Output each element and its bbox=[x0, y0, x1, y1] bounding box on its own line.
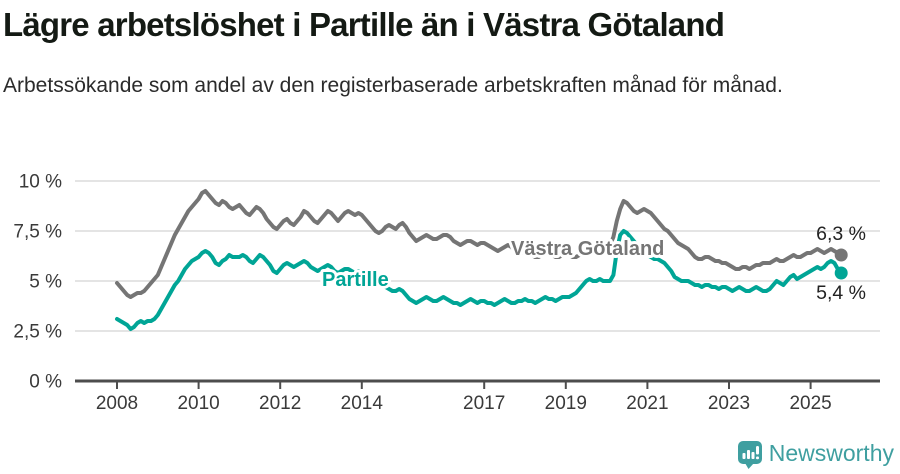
newsworthy-logo: Newsworthy bbox=[737, 440, 894, 470]
series-end-dot-0 bbox=[834, 248, 848, 262]
x-axis-tick-label: 2019 bbox=[545, 393, 587, 414]
x-axis-tick-label: 2025 bbox=[789, 393, 831, 414]
chart-figure: 10 % 7,5 % 5 % 2,5 % 0 % 2008 2010 2012 2014 2017… bbox=[0, 160, 900, 422]
brand-name: Newsworthy bbox=[768, 440, 894, 466]
y-axis-tick-label: 7,5 % bbox=[13, 222, 62, 243]
y-axis-tick-label: 5 % bbox=[29, 272, 62, 293]
series-name-label-1: Partille bbox=[322, 269, 389, 291]
x-axis-tick-label: 2017 bbox=[463, 393, 505, 414]
x-axis-tick-label: 2014 bbox=[341, 393, 384, 414]
y-axis-tick-label: 10 % bbox=[19, 172, 62, 193]
series-name-label-0: Västra Götaland bbox=[511, 238, 664, 260]
newsworthy-chart-bubble-icon bbox=[737, 441, 762, 469]
x-axis-tick-label: 2012 bbox=[259, 393, 301, 414]
unemployment-line-chart: 10 % 7,5 % 5 % 2,5 % 0 % 2008 2010 2012 2014 2017… bbox=[13, 172, 880, 414]
x-axis-tick-label: 2008 bbox=[96, 393, 138, 414]
series-line-0 bbox=[115, 189, 844, 299]
x-axis-tick-label: 2023 bbox=[708, 393, 750, 414]
chart-subtitle: Arbetssökande som andel av den registerb… bbox=[3, 74, 783, 97]
series-end-value-label-0: 6,3 % bbox=[816, 223, 866, 245]
series-end-value-label-1: 5,4 % bbox=[816, 282, 866, 304]
series-end-dot-1 bbox=[834, 266, 848, 280]
x-axis-tick-label: 2021 bbox=[626, 393, 668, 414]
page-title: Lägre arbetslöshet i Partille än i Västr… bbox=[3, 6, 725, 43]
y-axis-tick-label: 0 % bbox=[29, 372, 62, 393]
x-axis-tick-label: 2010 bbox=[177, 393, 219, 414]
y-axis-tick-label: 2,5 % bbox=[13, 322, 62, 343]
series-line-1 bbox=[115, 229, 844, 331]
